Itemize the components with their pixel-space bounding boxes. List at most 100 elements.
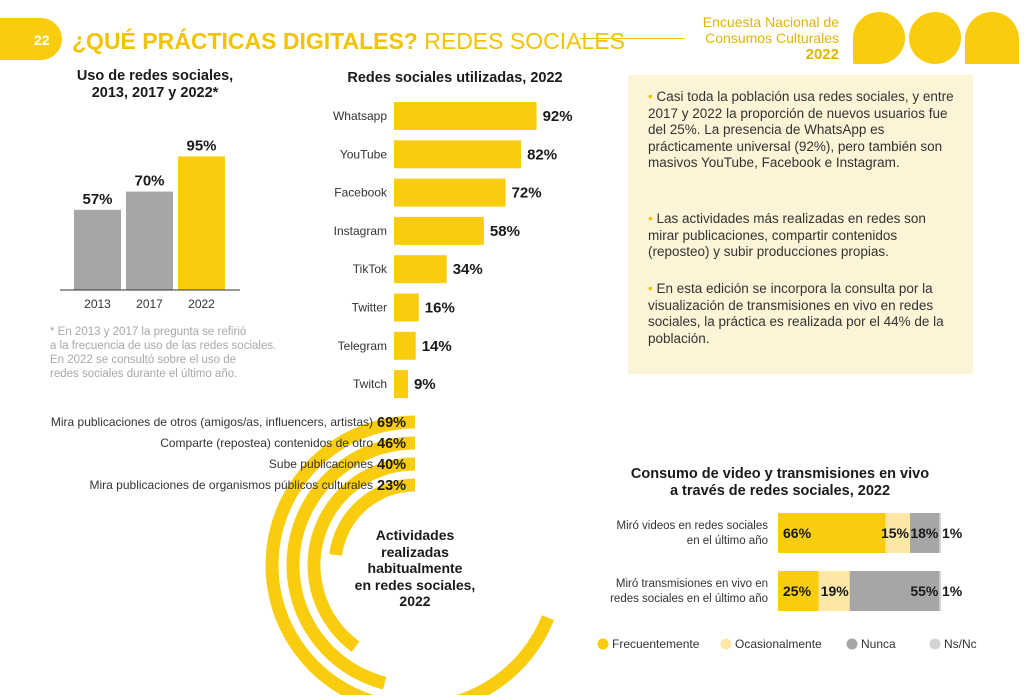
video-segment [939, 571, 941, 611]
network-label: Whatsapp [333, 109, 387, 123]
video-chart: Miró videos en redes sociales en el últim… [580, 505, 1000, 665]
note-line-1: * En 2013 y 2017 la pregunta se refirió [50, 326, 247, 338]
network-label: Telegram [338, 339, 387, 353]
video-chart-title-line-2: a través de redes sociales, 2022 [669, 483, 891, 499]
usage-bar-year: 2013 [84, 297, 111, 311]
network-label: TikTok [353, 262, 388, 276]
note-line-2: a la frecuencia de uso de las redes soci… [50, 340, 277, 352]
network-value: 92% [543, 108, 573, 125]
activity-value: 46% [377, 436, 406, 452]
activity-value: 69% [377, 415, 406, 431]
network-bar [394, 331, 416, 360]
info-bullet-2-text: Las actividades más realizadas en redes … [648, 211, 926, 259]
usage-bar-year: 2017 [136, 297, 163, 311]
video-segment-value: 15% [881, 525, 910, 541]
logo-shape-leaf [853, 12, 905, 64]
activities-center-line-4: en redes sociales, [354, 576, 476, 593]
usage-chart-title-line-1: Uso de redes sociales, [76, 68, 234, 84]
note-line-4: redes sociales durante el último año. [50, 368, 238, 380]
activities-chart: 69% Mira publicaciones de otros (amigos/a… [0, 405, 560, 700]
bullet-dot: • [648, 211, 653, 226]
network-value: 14% [422, 338, 452, 355]
network-bar [394, 140, 522, 169]
activity-arc [265, 415, 554, 700]
activities-center-label: Actividades realizadas habitualmente en … [340, 527, 490, 610]
network-label: Twitter [352, 301, 387, 315]
page-title: ¿QUÉ PRÁCTICAS DIGITALES? REDES SOCIALES [72, 28, 625, 55]
video-segment-value: 55% [910, 583, 939, 599]
video-segment [818, 571, 850, 611]
bullet-dot: • [648, 281, 653, 296]
network-value: 72% [512, 185, 542, 202]
legend-swatch [929, 638, 941, 650]
network-bar [394, 255, 447, 284]
network-label: Twitch [353, 377, 387, 391]
activity-value: 40% [377, 457, 406, 473]
usage-chart-title: Uso de redes sociales, 2013, 2017 y 2022… [40, 68, 270, 102]
network-bar [394, 216, 484, 245]
activities-center-line-5: 2022 [399, 593, 431, 609]
video-segment [939, 513, 941, 553]
activity-label: Comparte (repostea) contenidos de otro [160, 436, 373, 450]
network-bar [394, 370, 408, 399]
activities-center-line-3: habitualmente [367, 560, 463, 576]
video-segment [910, 513, 940, 553]
network-value: 9% [414, 376, 436, 393]
legend-label: Frecuentemente [612, 637, 700, 651]
brand-year: 2022 [805, 46, 839, 63]
title-rule [580, 38, 685, 39]
legend-label: Nunca [861, 637, 896, 651]
brand-line-2: Consumos Culturales [705, 30, 839, 46]
legend-label: Ns/Nc [944, 637, 977, 651]
logo-shape-circle [909, 12, 961, 64]
activity-arc [307, 457, 416, 652]
activity-value: 23% [377, 478, 406, 494]
brand-text: Encuesta Nacional de Consumos Culturales… [682, 14, 839, 63]
info-bullet-1-text: Casi toda la población usa redes sociale… [648, 89, 954, 170]
activity-label: Mira publicaciones de otros (amigos/as, … [51, 415, 373, 429]
legend-label: Ocasionalmente [735, 637, 822, 651]
legend-swatch [597, 638, 609, 650]
usage-bar [126, 191, 173, 290]
video-segment [849, 571, 940, 611]
usage-bar-value: 57% [82, 191, 112, 208]
usage-chart-note: * En 2013 y 2017 la pregunta se refirió … [50, 325, 310, 381]
video-row-label: redes sociales en el último año [610, 593, 768, 605]
networks-chart-title: Redes sociales utilizadas, 2022 [347, 70, 563, 86]
network-label: Instagram [334, 224, 387, 238]
activities-chart-svg: 69% Mira publicaciones de otros (amigos/a… [51, 415, 554, 700]
usage-bar-year: 2022 [188, 297, 215, 311]
info-bullet-3: • En esta edición se incorpora la consul… [648, 281, 958, 347]
video-segment-value: 19% [821, 583, 850, 599]
video-segment [885, 513, 911, 553]
usage-bar-value: 95% [186, 137, 216, 154]
note-line-3: En 2022 se consultó sobre el uso de [50, 354, 237, 366]
video-chart-title: Consumo de video y transmisiones en vivo… [610, 466, 950, 500]
usage-bar-value: 70% [134, 173, 164, 190]
network-label: Facebook [334, 186, 388, 200]
network-value: 16% [425, 300, 455, 317]
brand-line-1: Encuesta Nacional de [702, 14, 839, 30]
info-bullet-1: • Casi toda la población usa redes socia… [648, 89, 958, 172]
networks-chart-svg: Whatsapp 92% YouTube 82% Facebook 72% Instagra… [333, 102, 573, 399]
info-bullet-3-text: En esta edición se incorpora la consulta… [648, 281, 944, 346]
activities-center-line-2: realizadas [381, 543, 449, 560]
video-segment-value: 1% [942, 525, 963, 541]
page-number-tab [0, 18, 62, 60]
usage-chart: 57% 2013 70% 2017 95% 2022 [60, 110, 260, 315]
activity-label: Sube publicaciones [269, 457, 373, 471]
legend-swatch [846, 638, 858, 650]
networks-chart: Whatsapp 92% YouTube 82% Facebook 72% Instagra… [290, 96, 600, 402]
usage-bar [74, 209, 121, 290]
video-row-label: Miró transmisiones en vivo en [616, 578, 768, 590]
activity-label: Mira publicaciones de organismos público… [90, 478, 373, 492]
network-value: 34% [453, 261, 483, 278]
usage-bar [178, 156, 225, 290]
activities-center-line-1: Actividades [375, 527, 455, 543]
usage-chart-svg: 57% 2013 70% 2017 95% 2022 [60, 137, 240, 311]
page-title-bold: ¿QUÉ PRÁCTICAS DIGITALES? [72, 28, 418, 54]
logo-shape-arch [965, 12, 1019, 64]
network-bar [394, 293, 419, 322]
video-segment-value: 66% [783, 525, 812, 541]
video-segment-value: 1% [942, 583, 963, 599]
